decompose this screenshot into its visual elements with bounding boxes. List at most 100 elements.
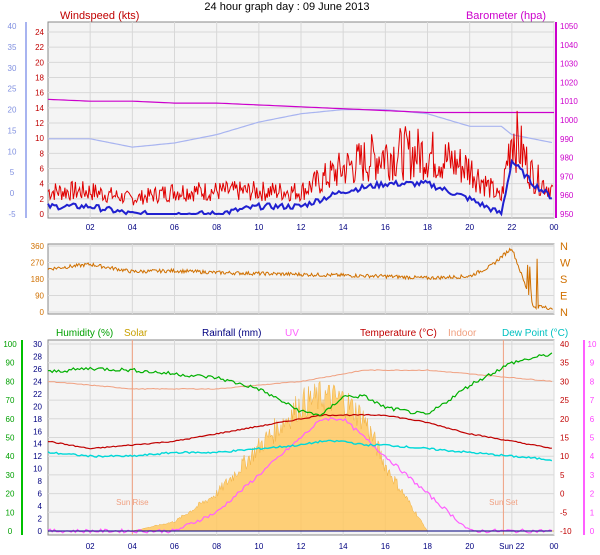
rain-tick-label: 18	[33, 415, 42, 424]
wind-tick-label: 10	[35, 134, 44, 143]
x-tick-label: 10	[254, 223, 263, 232]
wind-tick-label: 24	[35, 28, 44, 37]
x-tick-label: 14	[339, 223, 348, 232]
x-tick-label: 08	[212, 223, 221, 232]
temp-tick-label: 40	[560, 340, 569, 349]
x-tick-label: 20	[465, 223, 474, 232]
uv-tick-label: 4	[590, 452, 595, 461]
rain-tick-label: 22	[33, 390, 42, 399]
rain-tick-label: 4	[38, 502, 43, 511]
rain-tick-label: 8	[38, 477, 43, 486]
avg-wind-line	[47, 158, 552, 217]
baro-tick-label: 1030	[560, 60, 578, 69]
wind-panel-grid	[48, 22, 555, 218]
x-tick-label: 00	[550, 542, 559, 551]
direction-tick-label: 90	[35, 292, 44, 301]
direction-line	[47, 247, 553, 311]
x-tick-label: 16	[381, 542, 390, 551]
x-tick-label: 02	[86, 542, 95, 551]
baro-tick-label: 990	[560, 135, 574, 144]
baro-tick-label: 960	[560, 191, 574, 200]
outtemp-tick-label: 0	[10, 189, 15, 198]
outtemp-tick-label: -5	[8, 210, 16, 219]
legend-entry: Rainfall (mm)	[202, 328, 261, 339]
wind-tick-label: 22	[35, 43, 44, 52]
wind-tick-label: 8	[40, 149, 45, 158]
x-tick-label: 16	[381, 223, 390, 232]
x-tick-label: 04	[128, 223, 137, 232]
rain-tick-label: 16	[33, 427, 42, 436]
windspeed-line	[47, 110, 554, 206]
baro-tick-label: 950	[560, 210, 574, 219]
compass-label: N	[560, 241, 568, 253]
rain-tick-label: 26	[33, 365, 42, 374]
outtemp-tick-label: 5	[10, 168, 15, 177]
x-tick-label: 00	[550, 223, 559, 232]
dewpoint-line	[47, 439, 553, 462]
humidity-tick-label: 20	[6, 490, 15, 499]
temp-tick-label: 30	[560, 377, 569, 386]
uv-tick-label: 6	[590, 415, 595, 424]
humidity-tick-label: 0	[8, 527, 13, 536]
rain-tick-label: 2	[38, 515, 43, 524]
direction-tick-label: 360	[31, 242, 45, 251]
temperature-line	[47, 413, 552, 450]
temp-tick-label: 25	[560, 396, 569, 405]
humidity-tick-label: 60	[6, 415, 15, 424]
x-tick-label: 04	[128, 542, 137, 551]
temp-tick-label: 35	[560, 359, 569, 368]
x-tick-label: 18	[423, 542, 432, 551]
temp-tick-label: 10	[560, 452, 569, 461]
baro-tick-label: 1020	[560, 78, 578, 87]
wind-tick-label: 18	[35, 74, 44, 83]
uv-tick-label: 10	[588, 340, 597, 349]
temp-tick-label: -5	[560, 508, 568, 517]
x-tick-label: 12	[297, 542, 306, 551]
rain-tick-label: 30	[33, 340, 42, 349]
x-tick-label: 06	[170, 223, 179, 232]
rain-tick-label: 6	[38, 490, 43, 499]
x-tick-label: 10	[254, 542, 263, 551]
uv-tick-label: 5	[590, 434, 595, 443]
humidity-tick-label: 30	[6, 471, 15, 480]
rain-tick-label: 0	[38, 527, 43, 536]
humidity-line	[47, 352, 553, 417]
rain-tick-label: 12	[33, 452, 42, 461]
outtemp-tick-label: 30	[8, 64, 17, 73]
outtemp-tick-label: 15	[8, 126, 17, 135]
baro-tick-label: 1000	[560, 116, 578, 125]
compass-label: S	[560, 274, 567, 286]
wind-tick-label: 14	[35, 104, 44, 113]
legend-entry: UV	[285, 328, 299, 339]
outtemp-tick-label: 20	[8, 106, 17, 115]
legend-entry: Humidity (%)	[56, 328, 113, 339]
barometer-label: Barometer (hpa)	[466, 10, 546, 22]
direction-tick-label: 270	[31, 259, 45, 268]
humidity-tick-label: 100	[3, 340, 17, 349]
uv-tick-label: 7	[590, 396, 595, 405]
uv-tick-label: 8	[590, 377, 595, 386]
rain-tick-label: 28	[33, 352, 42, 361]
sunrise-label: Sun Rise	[116, 498, 149, 507]
direction-tick-label: 0	[40, 308, 45, 317]
wind-tick-label: 6	[40, 165, 45, 174]
x-tick-label: 14	[339, 542, 348, 551]
rain-tick-label: 10	[33, 465, 42, 474]
x-tick-label: 18	[423, 223, 432, 232]
legend-entry: Temperature (°C)	[360, 328, 437, 339]
outtemp-tick-label: 10	[8, 147, 17, 156]
outtemp-tick-label: 25	[8, 85, 17, 94]
compass-label: N	[560, 307, 568, 319]
rain-tick-label: 20	[33, 402, 42, 411]
legend-entry: Indoor	[448, 328, 477, 339]
outtemp-tick-label: 35	[8, 43, 17, 52]
humidity-tick-label: 70	[6, 396, 15, 405]
outtemp-line	[48, 108, 553, 148]
temp-tick-label: 5	[560, 471, 565, 480]
baro-tick-label: 980	[560, 154, 574, 163]
x-tick-label: 22	[507, 223, 516, 232]
baro-tick-label: 970	[560, 172, 574, 181]
legend-entry: Solar	[124, 328, 148, 339]
uv-tick-label: 0	[590, 527, 595, 536]
x-tick-label: 12	[297, 223, 306, 232]
